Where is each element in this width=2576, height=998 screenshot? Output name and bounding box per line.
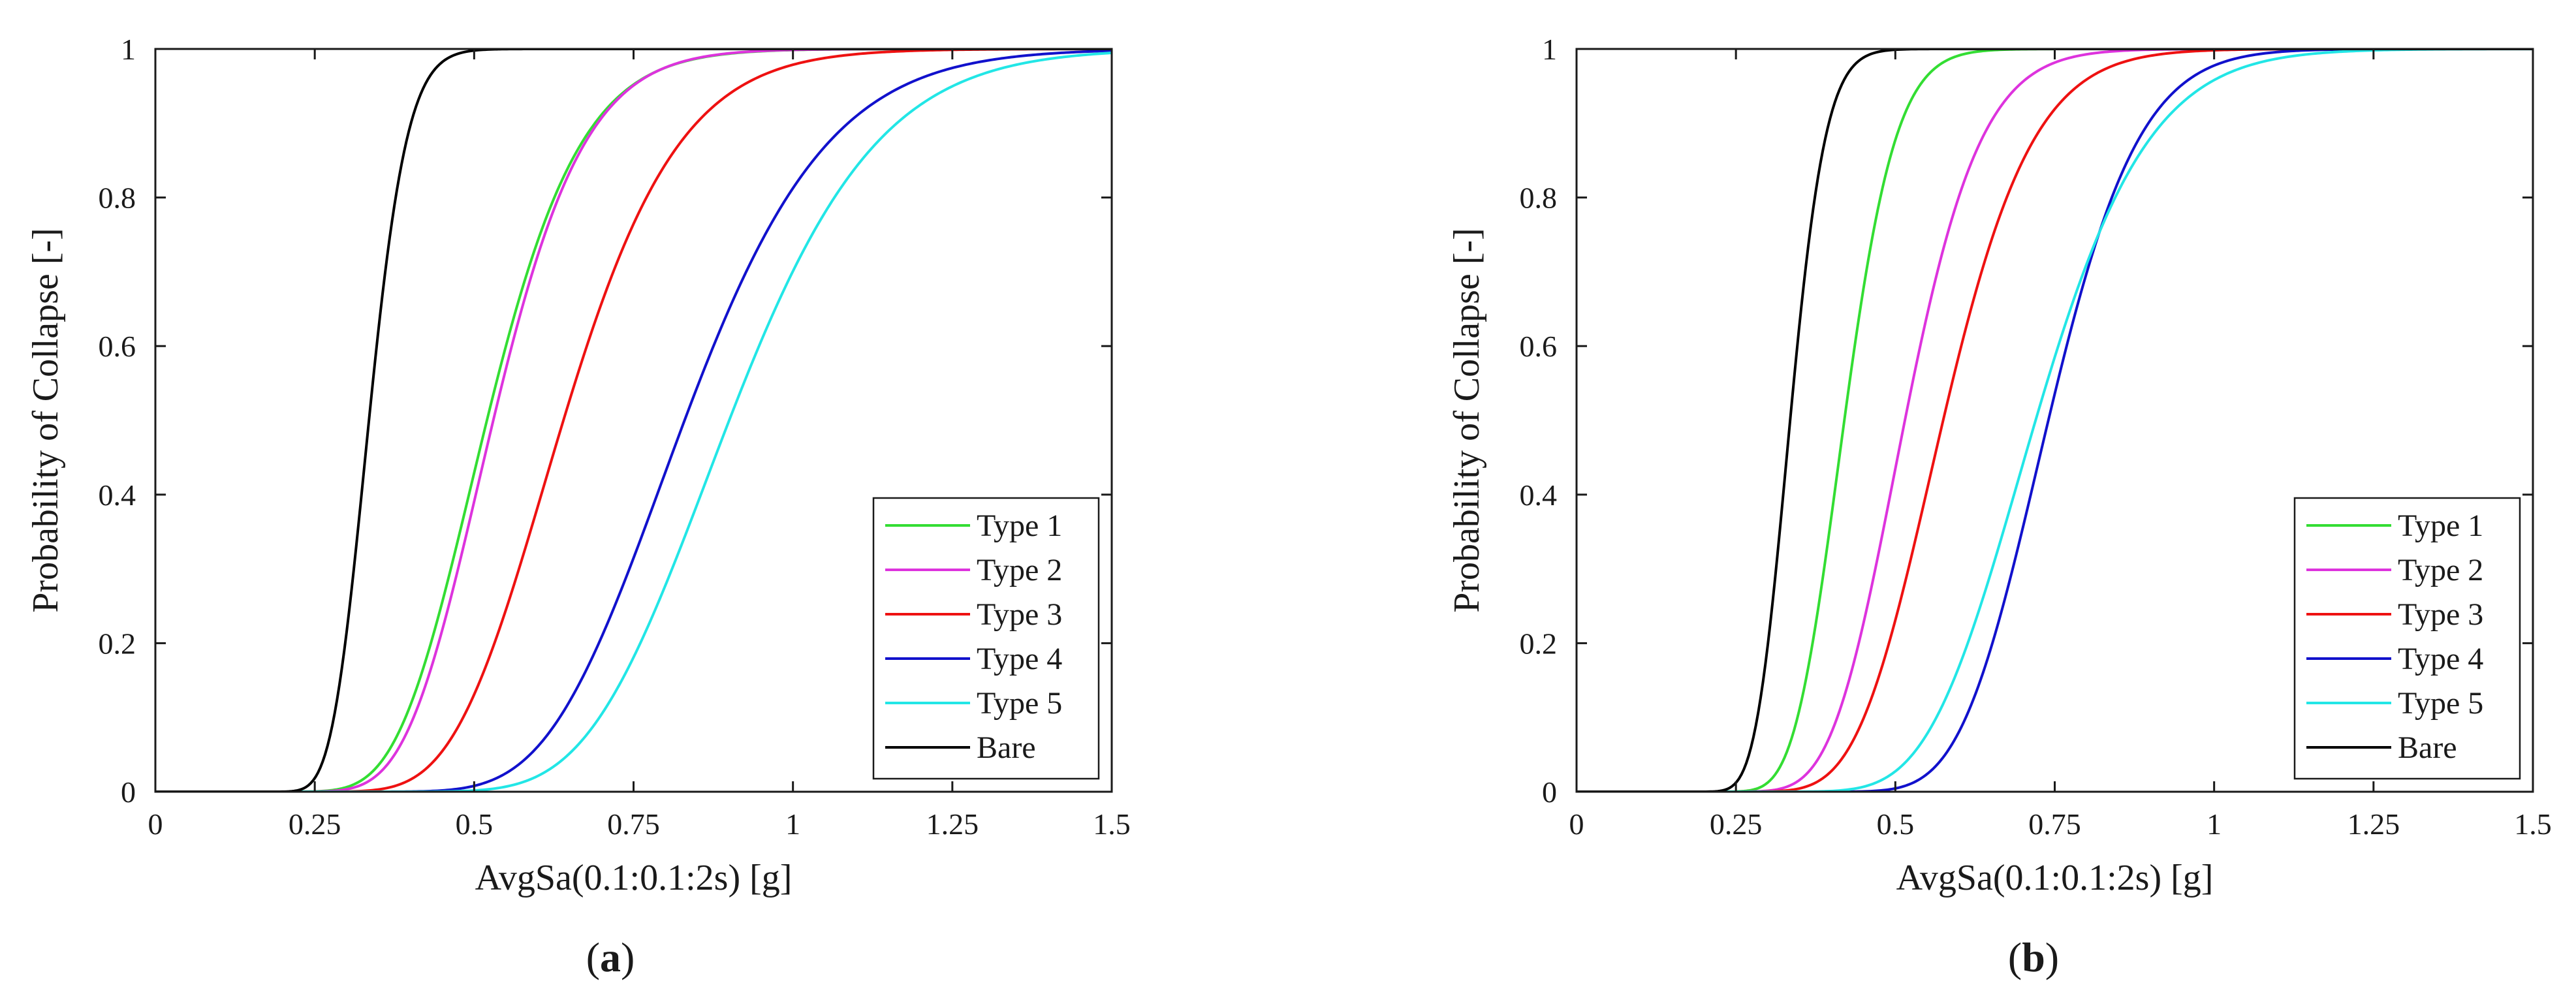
x-tick-label: 0 [148,807,163,841]
y-axis-label: Probability of Collapse [-] [1447,228,1487,612]
legend-entry-label: Type 2 [977,553,1062,587]
legend-entry-label: Type 5 [977,686,1062,721]
y-tick-label: 0 [1542,775,1557,809]
x-tick-label: 1 [785,807,800,841]
panel-label: (b) [2008,934,2059,980]
legend: Type 1 Type 2 Type 3 Type 4 Type 5 Bare [2293,497,2521,780]
x-tick-label: 1.25 [926,807,979,841]
x-tick-label: 0.5 [1877,807,1915,841]
y-tick-label: 0.8 [1520,181,1558,215]
x-tick-label: 0.75 [607,807,660,841]
x-axis-label: AvgSa(0.1:0.1:2s) [g] [1896,858,2214,898]
panel-label: (a) [586,934,635,980]
x-tick-label: 0 [1569,807,1584,841]
legend-entry-label: Type 4 [2398,642,2483,676]
y-tick-label: 0.4 [99,478,136,512]
legend-box [2293,497,2521,780]
x-axis-label: AvgSa(0.1:0.1:2s) [g] [475,858,793,898]
legend-entry-label: Type 1 [977,508,1062,543]
legend-box [872,497,1100,780]
legend-entry-label: Type 1 [2398,508,2483,543]
series-line-bare [155,49,1112,792]
legend-entry-label: Bare [977,730,1036,765]
x-tick-label: 0.5 [456,807,494,841]
y-tick-label: 0.6 [99,330,136,363]
y-tick-label: 0.6 [1520,330,1558,363]
x-tick-label: 0.25 [289,807,341,841]
x-tick-label: 0.75 [2028,807,2081,841]
x-tick-label: 1.5 [1093,807,1131,841]
series-line-type-4 [155,49,1112,792]
y-tick-label: 1 [121,33,136,66]
legend: Type 1 Type 2 Type 3 Type 4 Type 5 Bare [872,497,1100,780]
x-tick-label: 1.25 [2348,807,2400,841]
legend-entry-label: Type 3 [2398,597,2483,632]
y-tick-label: 0 [121,775,136,809]
legend-entry-label: Bare [2398,730,2457,765]
x-tick-label: 1 [2207,807,2222,841]
y-axis-label: Probability of Collapse [-] [25,228,66,612]
y-tick-label: 1 [1542,33,1557,66]
legend-entry-label: Type 5 [2398,686,2483,721]
y-tick-label: 0.2 [1520,627,1558,660]
panel-a: 0 0.25 0.5 0.75 1 1.25 1.5 0 0.2 0.4 0.6 0.8 1 AvgSa(… [25,33,1131,980]
y-tick-label: 0.2 [99,627,136,660]
y-tick-label: 0.8 [99,181,136,215]
legend-entry-label: Type 4 [977,642,1062,676]
y-tick-label: 0.4 [1520,478,1558,512]
series-line-type-5 [155,52,1112,792]
x-tick-label: 0.25 [1710,807,1763,841]
legend-entry-label: Type 2 [2398,553,2483,587]
x-tick-label: 1.5 [2514,807,2552,841]
panel-b: 0 0.25 0.5 0.75 1 1.25 1.5 0 0.2 0.4 0.6 0.8 1 AvgSa(… [1447,33,2552,980]
legend-entry-label: Type 3 [977,597,1062,632]
